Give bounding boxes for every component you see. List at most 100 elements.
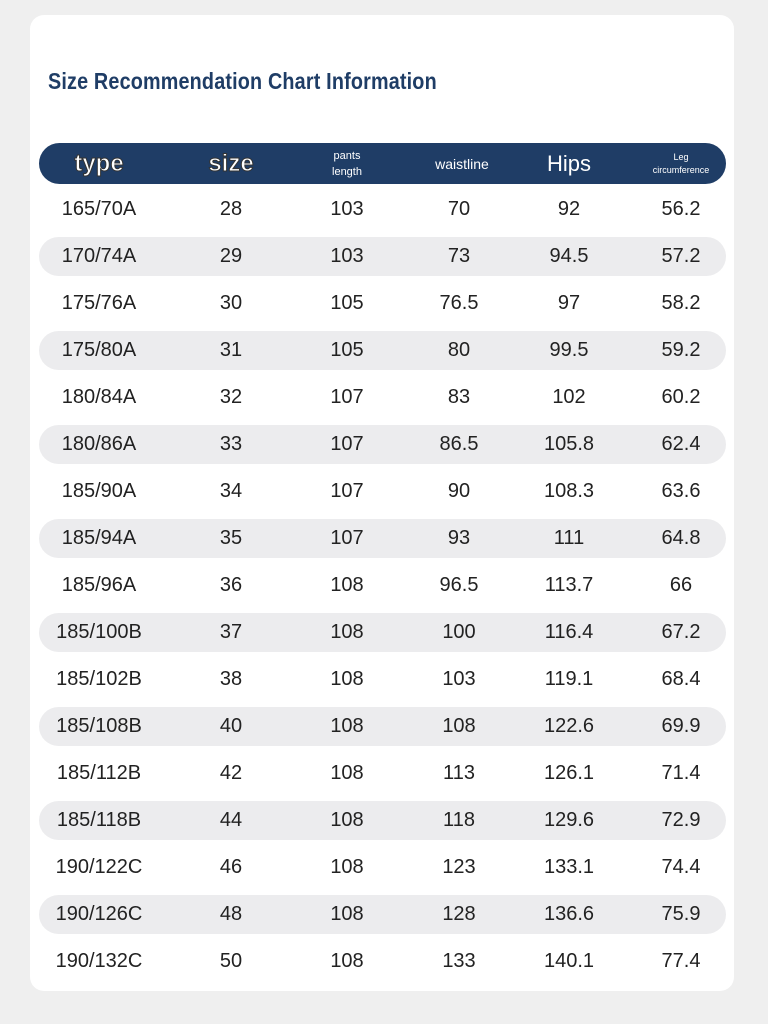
cell-pants-length: 107 bbox=[330, 433, 364, 455]
cell-size: 32 bbox=[219, 386, 243, 408]
cell-waistline: 76.5 bbox=[439, 292, 479, 314]
cell-hips: 105.8 bbox=[543, 433, 595, 455]
cell-pants-length: 108 bbox=[330, 903, 364, 925]
cell-hips: 129.6 bbox=[543, 809, 595, 831]
cell-size: 37 bbox=[219, 621, 243, 643]
cell-leg-circumference: 60.2 bbox=[661, 386, 701, 408]
cell-leg-circumference: 56.2 bbox=[661, 198, 701, 220]
cell-pants-length: 108 bbox=[330, 950, 364, 972]
cell-leg-circumference: 58.2 bbox=[661, 292, 701, 314]
cell-pants-length: 103 bbox=[330, 245, 364, 267]
cell-waistline: 128 bbox=[442, 903, 476, 925]
cell-waistline: 93 bbox=[447, 527, 471, 549]
cell-leg-circumference: 64.8 bbox=[661, 527, 701, 549]
header-hips: Hips bbox=[546, 150, 592, 176]
cell-type: 185/118B bbox=[56, 809, 142, 831]
cell-type: 190/132C bbox=[55, 950, 143, 972]
cell-hips: 102 bbox=[552, 386, 586, 408]
cell-type: 185/90A bbox=[61, 480, 137, 502]
table-row: 185/108B 40 108 108 122.6 69.9 bbox=[39, 703, 726, 750]
cell-leg-circumference: 62.4 bbox=[661, 433, 701, 455]
header-leg-line2: circumference bbox=[652, 164, 710, 175]
cell-leg-circumference: 57.2 bbox=[661, 245, 701, 267]
cell-size: 35 bbox=[219, 527, 243, 549]
cell-type: 190/126C bbox=[55, 903, 143, 925]
cell-leg-circumference: 67.2 bbox=[661, 621, 701, 643]
cell-hips: 126.1 bbox=[543, 762, 595, 784]
cell-pants-length: 108 bbox=[330, 762, 364, 784]
header-type: type bbox=[74, 149, 124, 177]
header-leg-circumference: Leg circumference bbox=[653, 143, 710, 184]
cell-type: 175/76A bbox=[61, 292, 137, 314]
cell-waistline: 123 bbox=[442, 856, 476, 878]
cell-size: 29 bbox=[219, 245, 243, 267]
cell-leg-circumference: 77.4 bbox=[661, 950, 701, 972]
cell-waistline: 90 bbox=[447, 480, 471, 502]
cell-waistline: 108 bbox=[442, 715, 476, 737]
cell-hips: 94.5 bbox=[549, 245, 589, 267]
cell-size: 44 bbox=[219, 809, 243, 831]
cell-type: 175/80A bbox=[61, 339, 137, 361]
cell-type: 190/122C bbox=[55, 856, 143, 878]
cell-hips: 99.5 bbox=[549, 339, 589, 361]
cell-leg-circumference: 71.4 bbox=[661, 762, 701, 784]
cell-size: 38 bbox=[219, 668, 243, 690]
cell-hips: 97 bbox=[557, 292, 581, 314]
cell-pants-length: 108 bbox=[330, 809, 364, 831]
cell-leg-circumference: 75.9 bbox=[661, 903, 701, 925]
cell-type: 185/100B bbox=[56, 621, 142, 643]
cell-type: 185/102B bbox=[56, 668, 142, 690]
table-row: 190/126C 48 108 128 136.6 75.9 bbox=[39, 891, 726, 938]
table-row: 185/102B 38 108 103 119.1 68.4 bbox=[39, 656, 726, 703]
cell-leg-circumference: 68.4 bbox=[661, 668, 701, 690]
cell-waistline: 96.5 bbox=[439, 574, 479, 596]
cell-hips: 116.4 bbox=[544, 621, 594, 643]
cell-size: 50 bbox=[219, 950, 243, 972]
cell-hips: 119.1 bbox=[544, 668, 594, 690]
table-row: 185/90A 34 107 90 108.3 63.6 bbox=[39, 468, 726, 515]
cell-size: 31 bbox=[219, 339, 243, 361]
header-size: size bbox=[208, 149, 254, 177]
header-leg-line1: Leg bbox=[673, 151, 689, 162]
cell-hips: 111 bbox=[553, 527, 585, 549]
cell-pants-length: 107 bbox=[330, 386, 364, 408]
cell-waistline: 73 bbox=[447, 245, 471, 267]
cell-type: 180/84A bbox=[61, 386, 137, 408]
cell-waistline: 118 bbox=[443, 809, 475, 831]
cell-waistline: 100 bbox=[442, 621, 476, 643]
table-row: 185/96A 36 108 96.5 113.7 66 bbox=[39, 562, 726, 609]
cell-waistline: 80 bbox=[447, 339, 471, 361]
size-table-body: 165/70A 28 103 70 92 56.2 170/74A 29 103 73 94.5 57… bbox=[39, 186, 726, 985]
cell-hips: 136.6 bbox=[543, 903, 595, 925]
header-pants-length-line2: length bbox=[332, 165, 362, 178]
table-row: 190/132C 50 108 133 140.1 77.4 bbox=[39, 938, 726, 985]
header-pants-length-line1: pants bbox=[333, 149, 361, 162]
cell-pants-length: 105 bbox=[330, 292, 364, 314]
table-row: 165/70A 28 103 70 92 56.2 bbox=[39, 186, 726, 233]
cell-pants-length: 108 bbox=[330, 856, 364, 878]
cell-type: 165/70A bbox=[61, 198, 137, 220]
cell-leg-circumference: 63.6 bbox=[661, 480, 701, 502]
cell-leg-circumference: 59.2 bbox=[661, 339, 701, 361]
cell-leg-circumference: 66 bbox=[669, 574, 693, 596]
table-row: 175/80A 31 105 80 99.5 59.2 bbox=[39, 327, 726, 374]
cell-type: 185/108B bbox=[56, 715, 142, 737]
header-waistline: waistline bbox=[435, 155, 489, 172]
cell-pants-length: 107 bbox=[330, 527, 364, 549]
cell-pants-length: 108 bbox=[330, 668, 364, 690]
cell-hips: 133.1 bbox=[543, 856, 595, 878]
table-row: 180/86A 33 107 86.5 105.8 62.4 bbox=[39, 421, 726, 468]
cell-type: 180/86A bbox=[61, 433, 137, 455]
table-row: 170/74A 29 103 73 94.5 57.2 bbox=[39, 233, 726, 280]
cell-hips: 140.1 bbox=[543, 950, 595, 972]
header-pants-length: pants length bbox=[332, 143, 362, 184]
cell-waistline: 86.5 bbox=[439, 433, 479, 455]
cell-size: 28 bbox=[219, 198, 243, 220]
cell-hips: 122.6 bbox=[543, 715, 595, 737]
cell-size: 48 bbox=[219, 903, 243, 925]
table-row: 185/112B 42 108 113 126.1 71.4 bbox=[39, 750, 726, 797]
cell-pants-length: 108 bbox=[330, 621, 364, 643]
cell-size: 33 bbox=[219, 433, 243, 455]
cell-size: 30 bbox=[219, 292, 243, 314]
cell-hips: 108.3 bbox=[543, 480, 595, 502]
